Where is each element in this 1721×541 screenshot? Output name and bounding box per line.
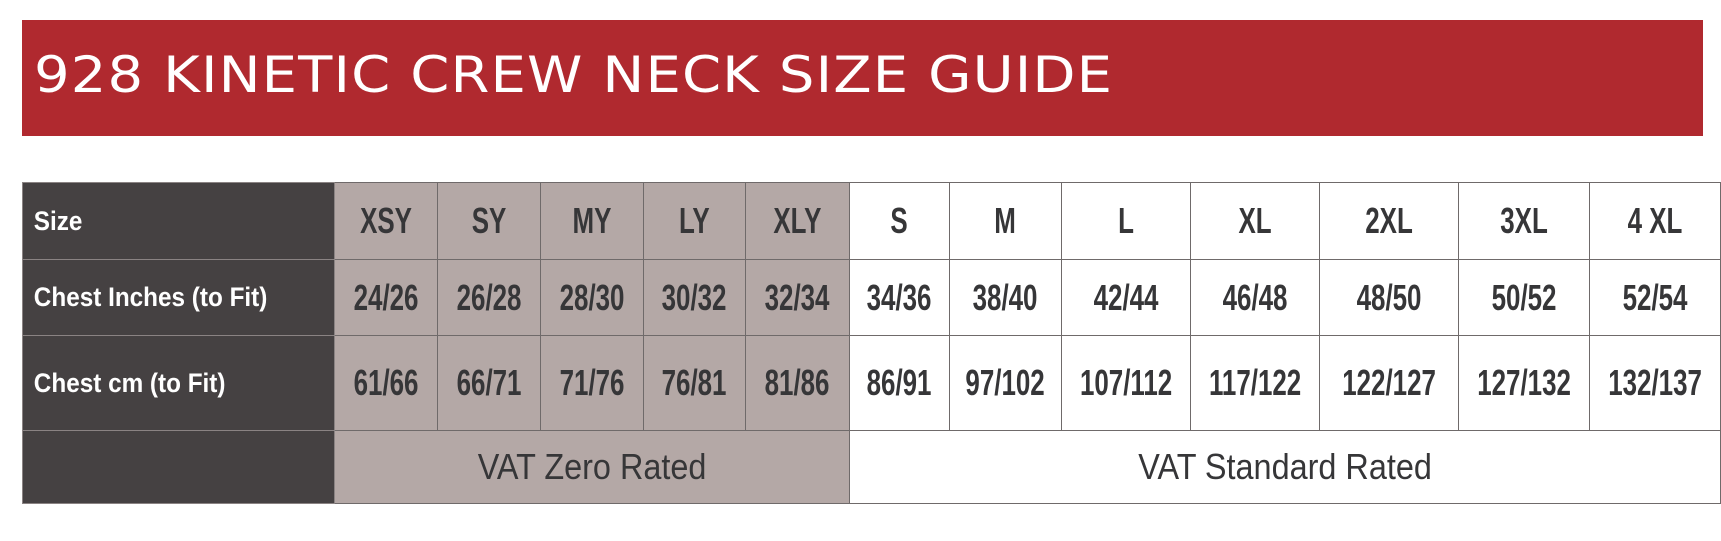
cell-value: 71/76 xyxy=(559,362,625,403)
cell-value: 24/26 xyxy=(353,276,419,318)
cell-value: 117/122 xyxy=(1209,362,1302,403)
cell-value: 97/102 xyxy=(965,362,1046,403)
chest-cm-cell: 76/81 xyxy=(642,335,747,431)
chest-cm-cell: 117/122 xyxy=(1190,335,1321,431)
cell-value: 66/71 xyxy=(456,362,522,403)
cell-value: 48/50 xyxy=(1356,276,1422,318)
cell-value: 50/52 xyxy=(1491,276,1557,318)
cell-value: XL xyxy=(1238,200,1272,241)
cell-value: XLY xyxy=(773,200,822,241)
size-cell: XLY xyxy=(745,182,850,260)
page-title: 928 KINETIC CREW NECK SIZE GUIDE xyxy=(34,46,1114,104)
cell-value: 2XL xyxy=(1365,200,1413,241)
chest-cm-cell: 86/91 xyxy=(848,335,950,431)
cell-value: L xyxy=(1118,200,1135,241)
chest-cm-cell: 132/137 xyxy=(1588,335,1721,431)
chest-inches-cell: 42/44 xyxy=(1061,259,1192,336)
cell-value: 86/91 xyxy=(866,362,932,403)
cell-value: 3XL xyxy=(1499,200,1548,241)
size-cell: XL xyxy=(1190,182,1321,260)
chest-inches-row: Chest Inches (to Fit) 24/26 26/28 28/30 30/3… xyxy=(22,259,1721,336)
chest-cm-cell: 66/71 xyxy=(436,335,541,431)
size-guide-table: Size XSY SY MY LY XLY S M L XL 2XL 3XL 4 XL Chest In… xyxy=(22,182,1721,504)
size-cell: M xyxy=(948,182,1063,260)
size-cell: MY xyxy=(539,182,644,260)
cell-value: 127/132 xyxy=(1476,362,1571,403)
chest-cm-row: Chest cm (to Fit) 61/66 66/71 71/76 76/81 81/… xyxy=(22,335,1721,431)
cell-value: 28/30 xyxy=(559,276,625,318)
cell-value: M xyxy=(994,200,1017,241)
size-cell: 4 XL xyxy=(1588,182,1721,260)
size-cell: L xyxy=(1061,182,1192,260)
chest-inches-cell: 30/32 xyxy=(642,259,747,336)
vat-zero-rated-cell: VAT Zero Rated xyxy=(333,430,850,504)
cell-value: 42/44 xyxy=(1093,276,1159,318)
chest-cm-cell: 61/66 xyxy=(333,335,438,431)
cell-value: S xyxy=(890,200,908,241)
chest-inches-cell: 24/26 xyxy=(333,259,438,336)
cell-value: 30/32 xyxy=(661,276,727,318)
cell-value: 52/54 xyxy=(1622,276,1688,318)
cell-value: 76/81 xyxy=(661,362,727,403)
chest-cm-cell: 97/102 xyxy=(948,335,1063,431)
size-cell: XSY xyxy=(333,182,438,260)
chest-cm-cell: 122/127 xyxy=(1319,335,1459,431)
chest-inches-cell: 38/40 xyxy=(948,259,1063,336)
row-label: Chest cm (to Fit) xyxy=(22,335,335,431)
cell-value: 61/66 xyxy=(353,362,419,403)
cell-value: 81/86 xyxy=(764,362,830,403)
chest-inches-cell: 32/34 xyxy=(745,259,850,336)
cell-value: 26/28 xyxy=(456,276,522,318)
chest-inches-cell: 48/50 xyxy=(1319,259,1459,336)
chest-inches-cell: 46/48 xyxy=(1190,259,1321,336)
size-row: Size XSY SY MY LY XLY S M L XL 2XL 3XL 4 XL xyxy=(22,182,1721,260)
cell-value: 4 XL xyxy=(1627,200,1683,241)
cell-value: 34/36 xyxy=(866,276,932,318)
chest-inches-cell: 34/36 xyxy=(848,259,950,336)
cell-value: 132/137 xyxy=(1608,362,1702,403)
chest-cm-cell: 127/132 xyxy=(1457,335,1590,431)
size-cell: LY xyxy=(642,182,747,260)
chest-inches-cell: 26/28 xyxy=(436,259,541,336)
chest-inches-cell: 50/52 xyxy=(1457,259,1590,336)
size-cell: 3XL xyxy=(1457,182,1590,260)
cell-value: 46/48 xyxy=(1222,276,1288,318)
size-cell: 2XL xyxy=(1319,182,1459,260)
chest-inches-cell: 52/54 xyxy=(1588,259,1721,336)
vat-row: VAT Zero Rated VAT Standard Rated xyxy=(22,430,1721,504)
size-cell: SY xyxy=(436,182,541,260)
cell-value: 122/127 xyxy=(1342,362,1436,403)
chest-cm-cell: 71/76 xyxy=(539,335,644,431)
row-label: Size xyxy=(22,182,335,260)
cell-value: 38/40 xyxy=(972,276,1038,318)
cell-value: XSY xyxy=(359,200,412,241)
row-label: Chest Inches (to Fit) xyxy=(22,259,335,336)
cell-value: LY xyxy=(679,200,710,241)
row-label xyxy=(22,430,335,504)
cell-value: 107/112 xyxy=(1080,362,1173,403)
chest-inches-cell: 28/30 xyxy=(539,259,644,336)
cell-value: MY xyxy=(572,200,612,241)
cell-value: 32/34 xyxy=(764,276,830,318)
chest-cm-cell: 107/112 xyxy=(1061,335,1192,431)
cell-value: SY xyxy=(471,200,507,241)
title-banner: 928 KINETIC CREW NECK SIZE GUIDE xyxy=(22,20,1703,136)
size-cell: S xyxy=(848,182,950,260)
chest-cm-cell: 81/86 xyxy=(745,335,850,431)
vat-standard-rated-cell: VAT Standard Rated xyxy=(848,430,1721,504)
